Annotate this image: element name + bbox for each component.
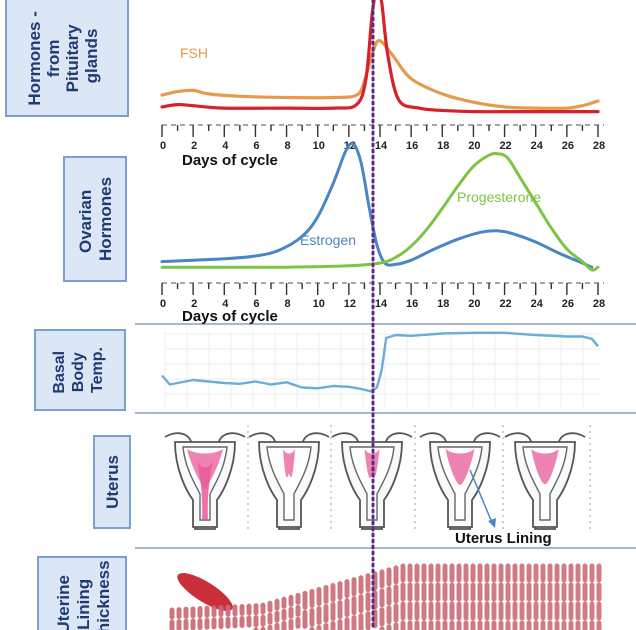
bbt-label-box: Basal Body Temp. [34, 329, 126, 411]
ovarian-hormone-plot: Estrogen Progesterone [160, 141, 600, 272]
pituitary-label-line-4: glands [82, 29, 101, 84]
pituitary-tick-label: 6 [253, 140, 259, 152]
uterus-cavity [349, 446, 395, 521]
bbt-series-0 [161, 331, 599, 393]
uterus-lining [282, 449, 296, 478]
ovarian-tick-label: 10 [313, 298, 325, 310]
pituitary-tick-label: 8 [285, 140, 291, 152]
ovarian-series-1 [160, 151, 600, 272]
pituitary-tick-label: 16 [406, 140, 418, 152]
ovarian-series-0 [160, 141, 594, 269]
bbt-label: Basal Body Temp. [51, 346, 106, 393]
pituitary-label-line-2: from [44, 39, 63, 77]
cervix [194, 527, 216, 530]
ovarian-tick-label: 2 [191, 298, 197, 310]
pituitary-label: Hormones - from Pituitary glands [25, 6, 101, 105]
ovarian-label-line-1: Ovarian [76, 190, 95, 253]
ovarian-tick-label: 14 [375, 298, 388, 310]
uterus-illustration [248, 432, 330, 530]
ovarian-tick-label: 22 [499, 298, 511, 310]
pituitary-tick-label: 20 [468, 140, 480, 152]
progesterone-series-label: Progesterone [457, 189, 541, 205]
uterus-illustrations [164, 425, 591, 530]
uterus-illustration [331, 432, 413, 530]
ovarian-tick-label: 8 [285, 298, 291, 310]
ovarian-label: Ovarian Hormones [76, 177, 115, 261]
ovarian-tick-label: 18 [437, 298, 449, 310]
fsh-series-label: FSH [180, 45, 208, 61]
pituitary-x-axis: 0 2 4 6 8 10 12 14 16 18 20 22 24 26 28 [160, 124, 605, 152]
cervix [278, 527, 300, 530]
ovarian-tick-label: 12 [344, 298, 356, 310]
uterus-illustration [504, 432, 586, 530]
uterus-label: Uterus [103, 455, 122, 509]
pituitary-series-0 [160, 39, 600, 110]
bbt-label-line-3: Temp. [89, 347, 106, 393]
ovarian-tick-label: 16 [406, 298, 418, 310]
pituitary-tick-label: 24 [531, 140, 544, 152]
uterus-lining-pointer-head [488, 518, 496, 528]
ovarian-tick-label: 20 [468, 298, 480, 310]
ovarian-tick-label: 26 [562, 298, 574, 310]
ovarian-tick-label: 28 [593, 298, 605, 310]
cervix [449, 527, 471, 530]
pituitary-hormone-plot: FSH [160, 0, 600, 114]
pituitary-tick-label: 26 [562, 140, 574, 152]
pituitary-tick-label: 28 [593, 140, 605, 152]
uterus-lining-annotation: Uterus Lining [455, 530, 552, 547]
pituitary-label-line-3: Pituitary [63, 24, 82, 93]
pituitary-tick-label: 0 [160, 140, 166, 152]
uterus-illustration [164, 432, 246, 530]
ovarian-x-axis: 0 2 4 6 8 10 12 14 16 18 20 22 24 26 28 [160, 282, 605, 310]
uterus-lining [445, 449, 475, 485]
pituitary-label-box: Hormones - from Pituitary glands [5, 0, 129, 117]
uterus-lining-pointer [469, 469, 494, 526]
cervix [534, 527, 556, 530]
pituitary-tick-label: 10 [313, 140, 325, 152]
pituitary-tick-label: 18 [437, 140, 449, 152]
uterus-cavity [266, 446, 312, 521]
bbt-plot [161, 331, 599, 393]
lining-label-line-3: Thickness [94, 560, 113, 630]
pituitary-series-1 [160, 0, 600, 114]
ovarian-tick-label: 6 [253, 298, 259, 310]
uterine-lining-illustration [169, 563, 602, 630]
uterus-lining [531, 449, 559, 485]
ovarian-axis-label: Days of cycle [182, 308, 278, 325]
uterus-illustration [419, 432, 501, 530]
ovarian-label-box: Ovarian Hormones [63, 156, 127, 282]
lining-label-line-1: Uterine [54, 575, 73, 630]
lining-label: Uterine Lining Thickness [54, 560, 113, 630]
pituitary-axis-label: Days of cycle [182, 152, 278, 169]
estrogen-series-label: Estrogen [300, 232, 356, 248]
lining-label-box: Uterine Lining Thickness [37, 556, 127, 630]
bbt-label-line-2: Body [70, 352, 87, 392]
uterus-label-box: Uterus [93, 435, 131, 529]
pituitary-tick-label: 4 [222, 140, 229, 152]
pituitary-tick-label: 2 [191, 140, 197, 152]
bbt-label-line-1: Basal [51, 351, 68, 394]
pituitary-tick-label: 22 [499, 140, 511, 152]
uterus-lining [187, 449, 223, 490]
ovarian-tick-label: 4 [222, 298, 229, 310]
ovarian-label-line-2: Hormones [96, 177, 115, 261]
pituitary-tick-label: 14 [375, 140, 388, 152]
pituitary-label-line-1: Hormones - [25, 11, 44, 105]
ovarian-tick-label: 24 [531, 298, 544, 310]
shed-lining-blob [177, 573, 233, 611]
lining-label-line-2: Lining [74, 579, 93, 630]
ovarian-tick-label: 0 [160, 298, 166, 310]
